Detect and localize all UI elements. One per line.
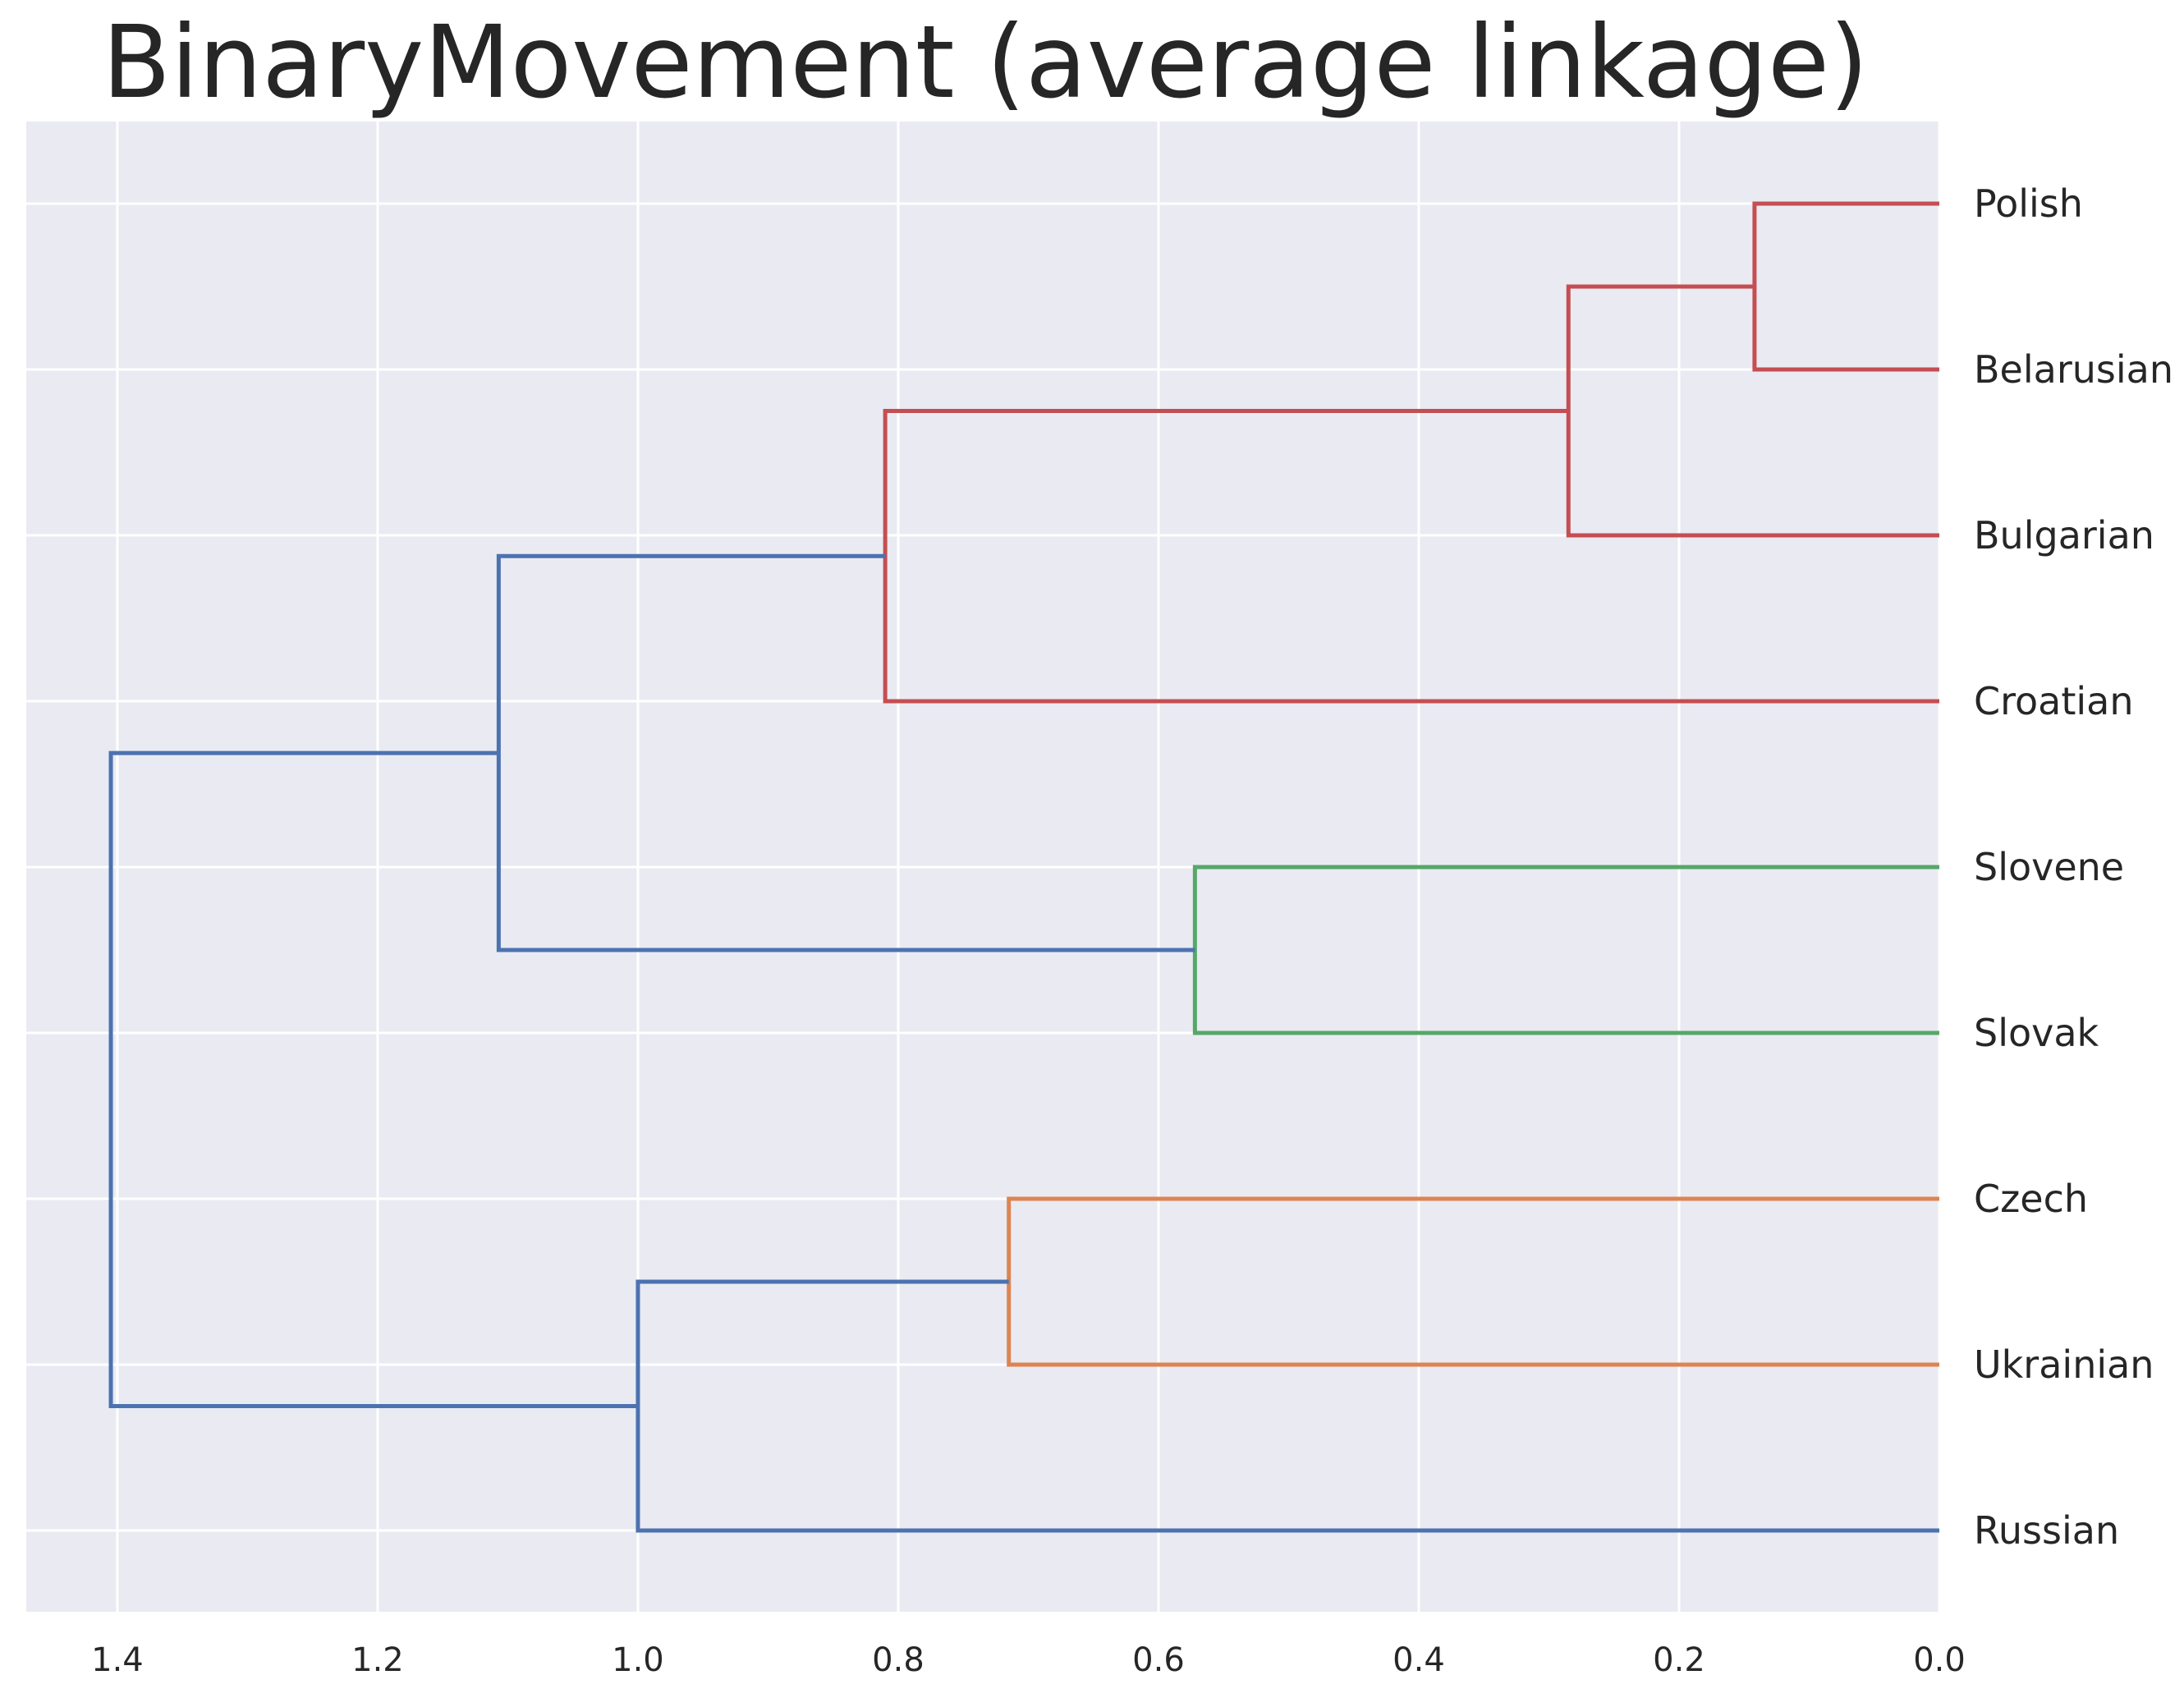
x-tick-label: 1.0	[612, 1641, 664, 1679]
x-tick-label: 0.4	[1393, 1641, 1445, 1679]
x-tick-label: 0.6	[1132, 1641, 1185, 1679]
leaf-label: Ukrainian	[1974, 1342, 2154, 1387]
x-tick-label: 0.8	[872, 1641, 925, 1679]
dendrogram-links	[108, 201, 1939, 1533]
leaf-label: Bulgarian	[1974, 513, 2154, 558]
dendrogram-link-c8	[108, 750, 638, 1408]
x-tick-label: 1.4	[91, 1641, 144, 1679]
leaf-label: Croatian	[1974, 679, 2134, 723]
dendrogram-link-c2	[1566, 284, 1939, 538]
leaf-label: Czech	[1974, 1177, 2088, 1221]
leaf-label: Polish	[1974, 181, 2083, 226]
x-tick-label: 0.0	[1913, 1641, 1966, 1679]
x-axis-ticks: 1.4 1.2 1.0 0.8 0.6 0.4 0.2 0.0	[91, 1641, 1966, 1679]
leaf-label: Slovak	[1974, 1011, 2099, 1055]
leaf-label: Belarusian	[1974, 347, 2173, 392]
leaf-labels: Polish Belarusian Bulgarian Croatian Slovene…	[1974, 181, 2173, 1553]
leaf-label: Slovene	[1974, 845, 2124, 889]
x-tick-label: 1.2	[351, 1641, 404, 1679]
leaf-label: Russian	[1974, 1508, 2119, 1553]
x-tick-label: 0.2	[1653, 1641, 1705, 1679]
chart-title: BinaryMovement (average linkage)	[102, 4, 1868, 121]
dendrogram-link-c1	[1752, 201, 1939, 372]
